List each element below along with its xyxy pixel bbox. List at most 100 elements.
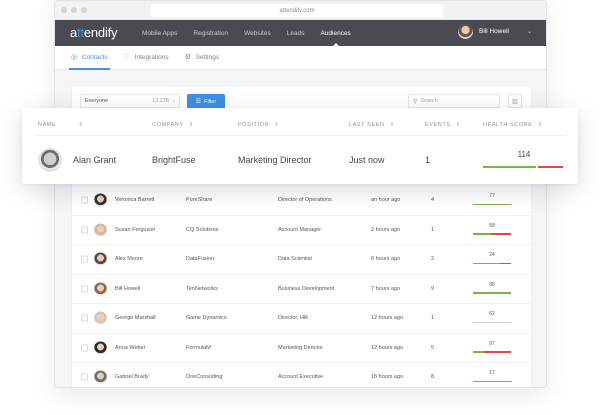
sort-icon[interactable]: ⇕	[188, 122, 194, 128]
table-row[interactable]: Gabriel Brady OneConsulting Account Execut…	[72, 363, 533, 387]
contact-position: Data Scientist	[278, 256, 312, 263]
column-header-name[interactable]: NAME ⇕	[38, 122, 84, 128]
user-menu[interactable]: Bill Howell ⌄	[457, 24, 532, 39]
attendify-logo[interactable]: attendify	[70, 25, 118, 40]
nav-item-websites[interactable]: Websites	[244, 29, 271, 37]
contact-position: Account Executive	[278, 374, 324, 381]
contact-position: Account Manager	[278, 226, 322, 233]
table-row-highlighted[interactable]: Alan Grant BrightFuse Marketing Director…	[22, 136, 578, 184]
contact-name[interactable]: Alex Moore	[115, 256, 143, 263]
url-bar[interactable]: attendify.com	[151, 4, 443, 17]
row-checkbox[interactable]	[81, 255, 88, 263]
contact-name[interactable]: Bill Howell	[115, 285, 141, 292]
contact-last-seen: an hour ago	[371, 197, 401, 204]
health-score-value: 58	[489, 222, 495, 229]
table-row[interactable]: Anna Weber FormulaM Marketing Director 12 h…	[72, 334, 533, 363]
tab-label: Contacts	[82, 54, 108, 61]
logo-text: endify	[83, 25, 118, 40]
nav-item-audiences[interactable]: Audiences	[320, 20, 351, 46]
health-score-bar	[473, 351, 511, 353]
row-checkbox[interactable]	[81, 344, 88, 352]
column-label: EVENTS	[425, 122, 451, 128]
contact-name[interactable]: Susan Ferguson	[115, 226, 156, 233]
table-row[interactable]: Bill Howell TenNetworks Business Developme…	[72, 275, 533, 304]
browser-window: attendify.com attendify Mobile Apps Regis…	[54, 0, 547, 388]
tab-integrations[interactable]: ♡ Integrations	[124, 46, 169, 70]
contact-company: Game Dynamics	[186, 315, 227, 322]
contact-position: Marketing Director	[278, 344, 323, 351]
row-checkbox[interactable]	[81, 314, 88, 322]
segment-select[interactable]: Everyone 12,278 ⌄	[80, 94, 180, 108]
close-dot[interactable]	[61, 7, 67, 13]
sort-icon[interactable]: ⇕	[78, 122, 84, 128]
filter-label: Filter	[204, 98, 217, 105]
contact-name[interactable]: Gabriel Brady	[115, 374, 149, 381]
contact-events: 5	[431, 344, 435, 351]
avatar	[94, 341, 107, 355]
tab-contacts[interactable]: ◎ Contacts	[69, 46, 110, 70]
avatar	[94, 311, 107, 325]
user-avatar[interactable]	[457, 24, 473, 39]
chevron-down-icon[interactable]: ⌄	[526, 29, 532, 35]
sort-icon[interactable]: ⇕	[274, 122, 280, 128]
column-header-health-score[interactable]: HEALTH SCORE ⇕	[483, 122, 543, 128]
column-header-last-seen[interactable]: LAST SEEN ⇕	[349, 122, 395, 128]
contact-name[interactable]: Alan Grant	[73, 155, 117, 165]
tab-settings[interactable]: ⚙ Settings	[185, 46, 220, 70]
health-score-bar	[473, 233, 511, 235]
sort-icon[interactable]: ⇕	[537, 122, 543, 128]
contact-last-seen: 7 hours ago	[371, 285, 401, 292]
contact-last-seen: Just now	[349, 155, 385, 165]
table-row[interactable]: Alex Moore DataFusion Data Scientist 6 hour…	[72, 245, 533, 275]
contact-position: Business Development	[278, 285, 335, 292]
health-score-bar	[473, 380, 511, 383]
filter-button[interactable]: ☰ Filter	[187, 94, 225, 109]
highlighted-contact-card[interactable]: NAME ⇕ COMPANY ⇕ POSITION ⇕ LAST SEEN ⇕ EVENTS ⇕ H…	[22, 108, 578, 184]
column-header-events[interactable]: EVENTS ⇕	[425, 122, 461, 128]
contact-last-seen: 12 hours ago	[371, 315, 404, 322]
filter-icon: ☰	[195, 99, 202, 105]
sort-icon[interactable]: ⇕	[389, 122, 395, 128]
row-checkbox[interactable]	[81, 196, 88, 204]
column-header-position[interactable]: POSITION ⇕	[238, 122, 279, 128]
contact-company: CQ Solutions	[186, 226, 219, 233]
columns-toggle-button[interactable]: ▥	[508, 94, 522, 108]
header-divider	[36, 135, 566, 136]
contact-position: Director, HR	[278, 315, 308, 322]
row-checkbox[interactable]	[81, 373, 88, 381]
search-input[interactable]: ⚲ Search	[408, 94, 500, 108]
nav-item-mobile-apps[interactable]: Mobile Apps	[142, 29, 178, 37]
logo-text: a	[70, 25, 78, 40]
user-name[interactable]: Bill Howell	[478, 28, 509, 35]
avatar	[38, 148, 62, 172]
health-score-value: 77	[489, 193, 495, 200]
table-row[interactable]: George Marshall Game Dynamics Director, HR…	[72, 304, 533, 334]
row-checkbox[interactable]	[81, 285, 88, 293]
nav-item-registration[interactable]: Registration	[193, 29, 229, 37]
health-score: 97	[473, 341, 511, 355]
contact-events: 4	[431, 197, 435, 204]
contact-company: OneConsulting	[186, 374, 223, 381]
contact-name[interactable]: Anna Weber	[115, 344, 146, 351]
contact-position: Director of Operations	[278, 197, 332, 204]
table-row[interactable]: Susan Ferguson CQ Solutions Account Manage…	[72, 216, 533, 245]
sort-icon[interactable]: ⇕	[455, 122, 461, 128]
contact-company: BrightFuse	[152, 155, 196, 165]
health-score: 77	[473, 193, 511, 207]
contact-name[interactable]: Veronica Barrett	[115, 197, 155, 204]
health-score-bar	[483, 166, 563, 168]
row-checkbox[interactable]	[81, 226, 88, 234]
health-score: 62	[473, 311, 511, 325]
table-row[interactable]: Veronica Barrett PureShare Director of Ope…	[72, 186, 533, 216]
contact-events: 1	[425, 155, 431, 165]
avatar	[94, 193, 107, 207]
tab-label: Integrations	[134, 54, 169, 61]
avatar	[94, 252, 107, 266]
contact-name[interactable]: George Marshall	[115, 315, 156, 322]
contact-company: DataFusion	[186, 256, 215, 263]
column-header-company[interactable]: COMPANY ⇕	[152, 122, 194, 128]
column-label: NAME	[38, 122, 57, 128]
nav-item-leads[interactable]: Leads	[286, 29, 305, 37]
maximize-dot[interactable]	[81, 7, 87, 13]
minimize-dot[interactable]	[71, 7, 77, 13]
